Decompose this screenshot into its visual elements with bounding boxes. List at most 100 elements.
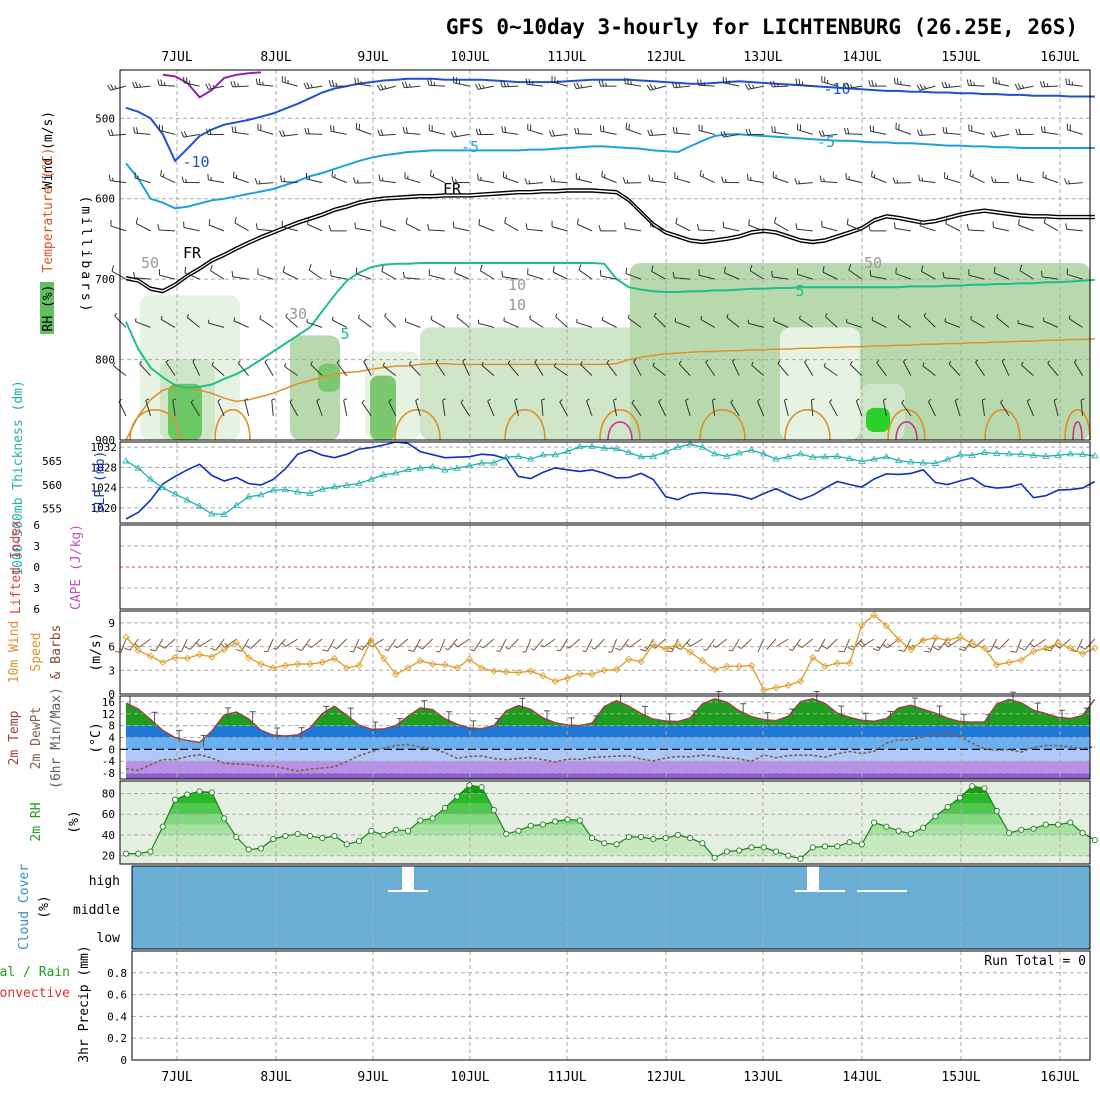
thickness-marker <box>747 446 756 453</box>
barb-flag <box>310 84 313 88</box>
upper-air-wind-barb <box>525 78 544 87</box>
barb-staff <box>580 364 593 377</box>
upper-air-wind-barb <box>613 398 618 416</box>
upper-air-wind-barb <box>845 172 862 184</box>
barb-staff <box>823 366 838 377</box>
barb-flag <box>525 78 528 85</box>
upper-air-wind-barb <box>475 83 495 90</box>
surface-wind-barb <box>898 638 912 652</box>
barb-flag <box>1017 83 1022 90</box>
wind-speed-marker <box>539 672 547 680</box>
upper-air-wind-barb <box>237 360 250 376</box>
barb-flag <box>893 77 896 84</box>
barb-flag <box>524 178 528 185</box>
barb-flag <box>822 266 825 273</box>
thickness-marker <box>710 450 719 457</box>
day-label-bottom: 14JUL <box>842 1070 881 1085</box>
barb-flag <box>114 85 117 89</box>
upper-air-wind-barb <box>354 77 372 87</box>
surface-wind-barb <box>321 638 335 652</box>
rh-marker <box>969 783 976 790</box>
barb-staff <box>129 638 139 651</box>
upper-air-wind-barb <box>1016 173 1034 184</box>
barb-flag <box>475 128 479 135</box>
barb-staff <box>454 272 470 280</box>
wind-frame <box>119 610 1091 695</box>
thickness-marker <box>343 481 351 488</box>
barb-flag <box>968 644 975 649</box>
thickness-marker <box>404 465 412 473</box>
barb-flag <box>640 648 647 652</box>
barb-staff <box>1019 270 1034 280</box>
rh-marker <box>674 831 681 839</box>
upper-air-wind-barb <box>254 178 274 185</box>
rh-marker <box>466 782 473 789</box>
barb-flag <box>650 129 654 136</box>
barb-staff <box>726 316 740 328</box>
isotherm-warm_upper <box>125 337 1095 441</box>
barb-staff <box>356 128 372 135</box>
upper-air-wind-barb <box>308 264 323 280</box>
wind-speed-marker <box>367 636 375 644</box>
ylabel-precip: 3hr Precip (mm) <box>77 945 92 1062</box>
thickness-marker <box>257 491 265 498</box>
upper-air-wind-barb <box>210 264 225 280</box>
upper-air-wind-barb <box>844 127 862 135</box>
barb-staff <box>625 128 642 135</box>
barb-flag <box>970 315 973 320</box>
barb-flag <box>1001 358 1006 362</box>
surface-wind-barb <box>1054 638 1071 649</box>
barb-flag <box>678 360 682 365</box>
barb-flag <box>892 177 896 184</box>
barb-flag <box>429 169 432 176</box>
surface-wind-barb <box>436 638 446 653</box>
barb-flag <box>700 315 703 320</box>
wind-speed-marker <box>478 664 486 672</box>
barb-flag <box>383 85 387 89</box>
barb-staff <box>527 273 544 280</box>
day-label-bottom: 8JUL <box>260 1070 291 1085</box>
rh-marker <box>650 836 657 843</box>
barb-staff <box>772 131 789 135</box>
rh-marker <box>638 833 645 841</box>
barb-flag <box>245 644 251 649</box>
barb-flag <box>556 649 561 652</box>
barb-staff <box>882 400 887 416</box>
barb-flag <box>771 270 773 277</box>
barb-staff <box>585 638 593 652</box>
barb-staff <box>478 322 495 328</box>
upper-air-wind-barb <box>264 359 274 376</box>
barb-staff <box>711 399 716 416</box>
barb-flag <box>1026 398 1031 402</box>
wind-speed-marker <box>588 670 596 678</box>
barb-flag <box>559 399 563 403</box>
upper-air-wind-barb <box>257 268 274 280</box>
upper-air-wind-barb <box>259 315 274 328</box>
wind-speed-marker <box>1042 644 1050 652</box>
barb-flag <box>184 646 191 650</box>
li-frame <box>119 524 1091 610</box>
upper-air-wind-barb <box>553 363 568 377</box>
upper-air-wind-barb <box>773 216 789 232</box>
upper-air-wind-barb <box>1043 216 1059 232</box>
upper-air-wind-barb <box>363 358 372 376</box>
upper-air-wind-barb <box>846 218 863 232</box>
barb-staff <box>283 271 298 280</box>
barb-flag <box>529 315 532 319</box>
barb-staff <box>356 273 372 280</box>
barb-flag <box>747 83 752 90</box>
barb-flag <box>435 359 439 363</box>
barb-staff <box>481 364 495 377</box>
barb-staff <box>922 365 936 377</box>
barb-staff <box>600 275 617 280</box>
upper-air-wind-barb <box>897 314 912 328</box>
barb-flag <box>283 178 286 182</box>
barb-flag <box>901 399 905 404</box>
rh-marker <box>772 848 780 855</box>
barb-flag <box>838 650 845 653</box>
upper-air-wind-barb <box>503 317 519 328</box>
barb-staff <box>409 363 421 376</box>
upper-air-wind-barb <box>477 173 495 184</box>
barb-flag <box>818 130 822 137</box>
surface-wind-barb <box>789 638 801 651</box>
